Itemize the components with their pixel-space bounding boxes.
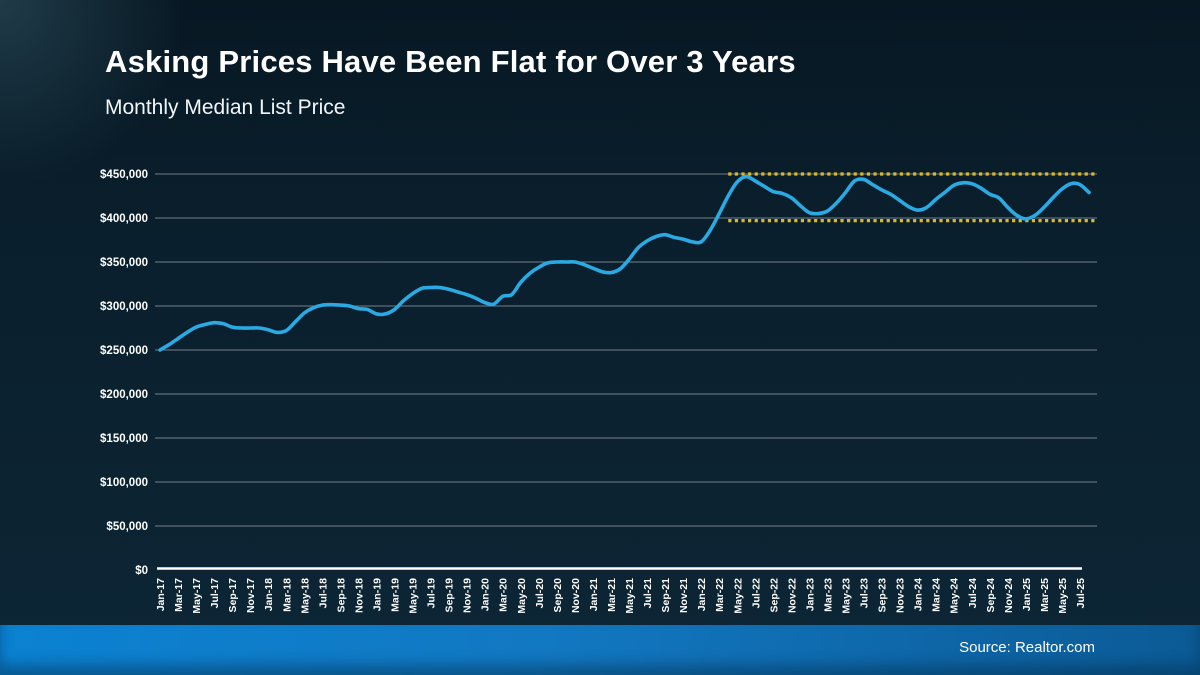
x-axis-label: Sep-21: [660, 578, 672, 613]
x-axis-label: Nov-20: [570, 578, 582, 613]
x-axis-label: Jan-18: [263, 578, 275, 611]
y-axis-label: $150,000: [100, 433, 148, 445]
x-axis-label: Jul-22: [750, 578, 762, 609]
x-axis-label: Nov-21: [678, 578, 690, 613]
x-axis-label: Jul-24: [967, 578, 979, 609]
x-axis-label: Jul-25: [1075, 578, 1087, 609]
y-axis-label: $450,000: [100, 169, 148, 181]
x-axis-label: Jul-21: [642, 578, 654, 609]
x-axis-label: Sep-17: [227, 578, 239, 613]
x-axis-label: Sep-23: [877, 578, 889, 613]
x-axis-label: Jul-19: [426, 578, 438, 609]
y-axis-label: $250,000: [100, 345, 148, 357]
x-axis-label: Jan-23: [804, 578, 816, 611]
y-axis-label: $50,000: [106, 521, 148, 533]
y-axis-label: $300,000: [100, 301, 148, 313]
x-axis-label: Jul-18: [317, 578, 329, 609]
x-axis-label: Jul-17: [209, 578, 221, 609]
y-axis-label: $200,000: [100, 389, 148, 401]
x-axis-label: May-20: [516, 578, 528, 614]
x-axis-label: Mar-21: [606, 578, 618, 612]
x-axis-label: Nov-22: [786, 578, 798, 613]
y-axis-label: $350,000: [100, 257, 148, 269]
x-axis-label: Mar-20: [498, 578, 510, 612]
slide-subtitle: Monthly Median List Price: [105, 96, 346, 119]
x-axis-label: Mar-19: [390, 578, 402, 612]
x-axis-label: Nov-19: [462, 578, 474, 613]
x-axis-label: Jan-19: [371, 578, 383, 611]
x-axis-label: Nov-17: [245, 578, 257, 613]
x-axis-label: Mar-18: [281, 578, 293, 612]
x-axis-label: Mar-17: [173, 578, 185, 612]
x-axis-label: May-25: [1057, 578, 1069, 614]
x-axis-label: May-23: [840, 578, 852, 614]
x-axis-label: Jul-23: [859, 578, 871, 609]
x-axis-label: Nov-24: [1003, 578, 1015, 613]
x-axis-label: May-17: [191, 578, 203, 614]
y-axis-label: $100,000: [100, 477, 148, 489]
x-axis-label: May-19: [408, 578, 420, 614]
footer-bar: Source: Realtor.com: [0, 625, 1200, 675]
median-price-line: [158, 174, 1091, 352]
x-axis-label: Mar-24: [931, 578, 943, 612]
x-axis-label: Mar-25: [1039, 578, 1051, 612]
x-axis-label: Nov-23: [895, 578, 907, 613]
x-axis-label: Sep-20: [552, 578, 564, 613]
x-axis-label: Jan-22: [696, 578, 708, 611]
x-axis-label: May-21: [624, 578, 636, 614]
x-axis-label: Jan-20: [480, 578, 492, 611]
x-axis-label: May-18: [299, 578, 311, 614]
x-axis-label: Jan-17: [155, 578, 167, 611]
x-axis-label: Mar-22: [714, 578, 726, 612]
x-axis-label: Sep-24: [985, 578, 997, 613]
slide-title: Asking Prices Have Been Flat for Over 3 …: [105, 44, 796, 79]
y-axis-label: $400,000: [100, 213, 148, 225]
x-axis-label: Jan-25: [1021, 578, 1033, 611]
x-axis-label: Sep-19: [444, 578, 456, 613]
x-axis-label: Mar-23: [822, 578, 834, 612]
y-axis-label: $0: [135, 565, 148, 577]
x-axis-label: Sep-18: [335, 578, 347, 613]
source-text: Source: Realtor.com: [959, 639, 1095, 656]
x-axis-label: May-22: [732, 578, 744, 614]
x-axis-label: Jul-20: [534, 578, 546, 609]
x-axis-label: Nov-18: [353, 578, 365, 613]
x-axis-label: Jan-21: [588, 578, 600, 611]
x-axis-label: Sep-22: [768, 578, 780, 613]
x-axis-label: Jan-24: [913, 578, 925, 611]
x-axis-label: May-24: [949, 578, 961, 614]
